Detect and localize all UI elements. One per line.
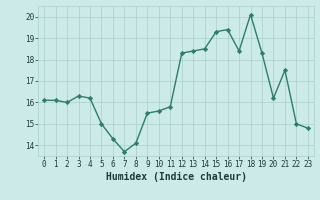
X-axis label: Humidex (Indice chaleur): Humidex (Indice chaleur) (106, 172, 246, 182)
